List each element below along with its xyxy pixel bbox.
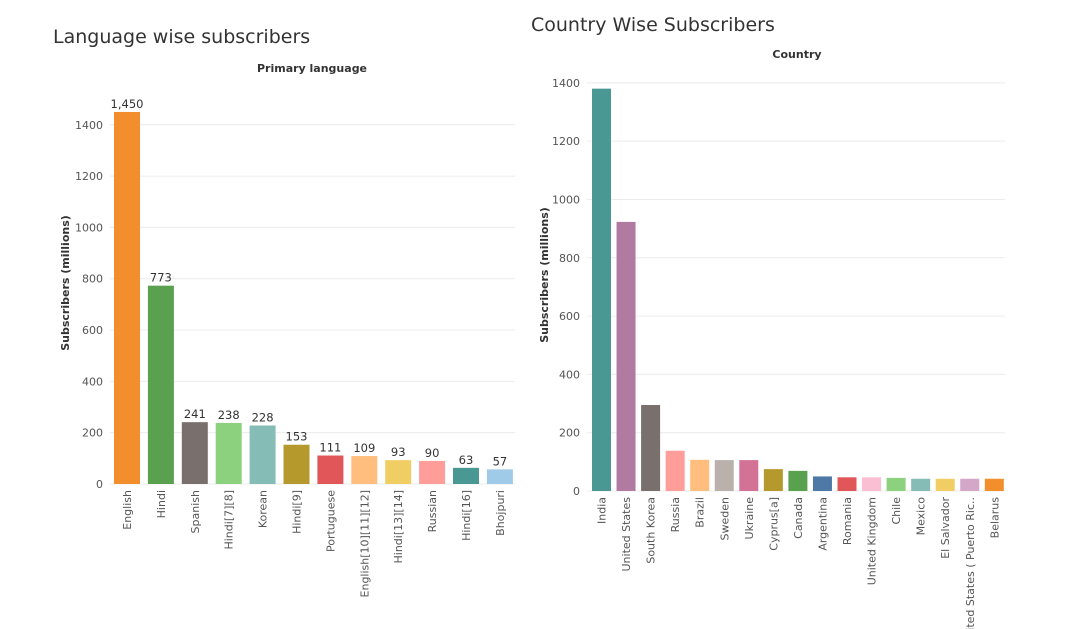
lang-bar-bhojpuri (486, 469, 513, 484)
lang-bar-hindi (147, 285, 174, 484)
country-bar-ukraine (739, 460, 759, 491)
lang-category-label-hindi-9: Hindi[9] (291, 490, 304, 534)
lang-y-tick-label: 1200 (75, 170, 103, 183)
country-bar-south-korea (641, 404, 661, 491)
country-bar-russia (665, 450, 685, 491)
country-bar-united-states-puerto-ric (960, 478, 980, 491)
country-y-tick-label: 200 (559, 427, 580, 440)
country-chart-panel: Country Wise Subscribers Country 0 200 400 6… (530, 0, 1071, 629)
country-bar-canada (788, 470, 808, 491)
country-bar-united-states (616, 221, 636, 491)
language-bar-chart: Primary language 0 200 400 600 800 1000 1200 140… (59, 62, 515, 597)
lang-data-label-portuguese: 111 (319, 441, 341, 455)
country-category-label-south-korea: South Korea (645, 497, 658, 564)
country-category-label-romania: Romania (841, 497, 854, 545)
lang-y-tick-label: 800 (82, 273, 103, 286)
country-category-label-el-salvador: El Salvador (939, 497, 952, 559)
country-bar-brazil (690, 459, 710, 491)
lang-category-label-russian: Russian (426, 490, 439, 532)
country-bar-argentina (812, 476, 832, 491)
country-category-label-canada: Canada (792, 497, 805, 539)
country-category-label-united-kingdom: United Kingdom (866, 497, 879, 585)
country-category-label-russia: Russia (669, 497, 682, 532)
country-chart-title: Country Wise Subscribers (531, 14, 775, 36)
country-y-tick-label: 400 (559, 368, 580, 381)
country-bar-belarus (984, 478, 1004, 491)
country-bar-el-salvador (935, 478, 955, 491)
lang-data-label-korean: 228 (252, 411, 274, 425)
country-category-label-belarus: Belarus (988, 497, 1001, 539)
country-y-tick-label: 1400 (552, 77, 580, 90)
lang-data-label-english-10-11-12: 109 (353, 441, 375, 455)
country-bar-cyprus-a (763, 469, 783, 491)
lang-bar-hindi-7-8 (215, 422, 242, 484)
country-category-label-united-states: United States (620, 497, 633, 572)
country-y-tick-label: 1000 (552, 193, 580, 206)
lang-category-label-hindi-13-14: Hindi[13][14] (392, 490, 405, 564)
lang-category-label-hindi: Hindi (155, 490, 168, 518)
country-category-label-mexico: Mexico (915, 497, 928, 536)
lang-category-label-english-10-11-12: English[10][11][12] (358, 490, 371, 597)
lang-data-label-hindi-7-8: 238 (218, 408, 240, 422)
country-bar-chart: Country 0 200 400 600 800 1000 1200 1400 Subscrib… (538, 48, 1005, 629)
lang-category-label-korean: Korean (257, 490, 270, 528)
lang-header-label: Primary language (257, 62, 367, 75)
country-bar-sweden (714, 460, 734, 491)
country-category-label-sweden: Sweden (718, 497, 731, 540)
lang-category-label-bhojpuri: Bhojpuri (494, 490, 507, 536)
lang-bar-portuguese (317, 455, 344, 484)
lang-category-label-spanish: Spanish (189, 490, 202, 533)
lang-bar-spanish (181, 422, 208, 484)
lang-y-axis-label: Subscribers (millions) (59, 215, 72, 351)
lang-data-label-spanish: 241 (184, 407, 206, 421)
country-category-label-brazil: Brazil (694, 497, 707, 528)
lang-category-label-hindi-7-8: Hindi[7][8] (223, 490, 236, 550)
country-bar-india (592, 88, 611, 491)
language-chart-title: Language wise subscribers (53, 26, 311, 48)
country-bar-chile (886, 477, 906, 491)
lang-bar-korean (249, 425, 276, 484)
country-bar-romania (837, 477, 857, 491)
lang-y-tick-label: 1400 (75, 119, 103, 132)
lang-category-label-hindi-16: Hindi[16] (460, 490, 473, 541)
lang-bar-english (114, 111, 140, 485)
country-y-tick-label: 1200 (552, 135, 580, 148)
country-header-label: Country (772, 48, 821, 61)
country-y-tick-label: 600 (559, 310, 580, 323)
lang-data-label-hindi-16: 63 (459, 453, 474, 467)
lang-bar-hindi-16 (453, 467, 479, 484)
country-y-axis-label: Subscribers (millions) (538, 207, 551, 343)
country-y-tick-label: 800 (559, 252, 580, 265)
language-chart-panel: Language wise subscribers Primary langua… (0, 0, 530, 629)
lang-data-label-hindi: 773 (150, 271, 172, 285)
country-category-label-united-states-puerto-ric: United States ( Puerto Ric.. (964, 497, 977, 629)
country-category-label-india: India (596, 497, 609, 524)
lang-data-label-bhojpuri: 57 (493, 454, 508, 468)
country-category-label-argentina: Argentina (816, 497, 829, 551)
lang-y-tick-label: 0 (96, 478, 103, 491)
lang-bar-hindi-13-14 (385, 460, 412, 484)
lang-bar-english-10-11-12 (351, 456, 378, 484)
lang-data-label-english: 1,450 (111, 97, 144, 111)
lang-data-label-hindi-13-14: 93 (391, 445, 406, 459)
lang-y-tick-label: 400 (82, 375, 103, 388)
lang-bar-russian (419, 460, 446, 484)
lang-bar-hindi-9 (283, 444, 310, 484)
lang-data-label-russian: 90 (425, 446, 440, 460)
lang-y-tick-label: 1000 (75, 221, 103, 234)
lang-data-label-hindi-9: 153 (286, 430, 308, 444)
country-bar-mexico (911, 478, 931, 491)
country-category-label-ukraine: Ukraine (743, 497, 756, 540)
lang-y-tick-label: 200 (82, 427, 103, 440)
country-category-label-cyprus-a: Cyprus[a] (767, 497, 780, 551)
lang-category-label-portuguese: Portuguese (324, 490, 337, 552)
country-y-tick-label: 0 (573, 485, 580, 498)
country-category-label-chile: Chile (890, 497, 903, 525)
lang-category-label-english: English (121, 490, 134, 530)
country-bar-united-kingdom (862, 477, 882, 491)
lang-y-tick-label: 600 (82, 324, 103, 337)
